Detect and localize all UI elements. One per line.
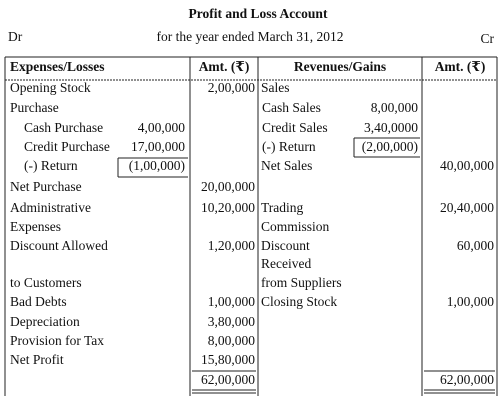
row-label: Credit Sales (262, 120, 328, 135)
row-label: Administrative (10, 200, 91, 215)
row-label: from Suppliers (261, 275, 342, 290)
column-header: Revenues/Gains (294, 59, 386, 74)
column-header: Amt. (₹) (199, 59, 250, 74)
amount: 60,000 (457, 238, 494, 253)
row-label: Net Purchase (10, 179, 82, 194)
title: Profit and Loss Account (189, 6, 328, 21)
amount: 20,00,000 (201, 179, 255, 194)
sub-amount: (1,00,000) (129, 158, 185, 173)
row-label: (-) Return (262, 139, 316, 154)
amount: 15,80,000 (201, 352, 255, 367)
total: 62,00,000 (201, 372, 255, 387)
row-label: Trading (261, 200, 304, 215)
amount: 20,40,000 (440, 200, 494, 215)
sub-amount: 17,00,000 (131, 139, 185, 154)
row-label: to Customers (10, 275, 82, 290)
row-label: Sales (261, 80, 290, 95)
row-label: Purchase (10, 100, 59, 115)
row-label: Cash Sales (262, 100, 321, 115)
row-label: Closing Stock (261, 294, 337, 309)
sub-amount: 4,00,000 (138, 120, 186, 135)
amount: 1,00,000 (447, 294, 495, 309)
sub-amount: 3,40,0000 (364, 120, 418, 135)
amount: 3,80,000 (208, 314, 256, 329)
sub-amount: 8,00,000 (371, 100, 419, 115)
cr: Cr (481, 31, 495, 46)
column-header: Amt. (₹) (435, 59, 486, 74)
row-label: Net Sales (261, 158, 312, 173)
amount: 1,00,000 (208, 294, 256, 309)
row-label: Commission (261, 219, 330, 234)
sub-amount: (2,00,000) (362, 139, 418, 154)
amount: 8,00,000 (208, 333, 256, 348)
amount: 10,20,000 (201, 200, 255, 215)
row-label: Discount (261, 238, 310, 253)
column-header: Expenses/Losses (10, 59, 105, 74)
amount: 2,00,000 (208, 80, 256, 95)
amount: 1,20,000 (208, 238, 256, 253)
total: 62,00,000 (440, 372, 494, 387)
table-lines (4, 56, 498, 396)
row-label: Cash Purchase (24, 120, 103, 135)
row-label: (-) Return (24, 158, 78, 173)
row-label: Depreciation (10, 314, 80, 329)
row-label: Provision for Tax (10, 333, 104, 348)
row-label: Opening Stock (10, 80, 91, 95)
row-label: Credit Purchase (24, 139, 110, 154)
row-label: Discount Allowed (10, 238, 108, 253)
dr: Dr (8, 29, 23, 44)
amount: 40,00,000 (440, 158, 494, 173)
row-label: Net Profit (10, 352, 64, 367)
row-label: Bad Debts (10, 294, 67, 309)
row-label: Received (261, 256, 311, 271)
row-label: Expenses (10, 219, 61, 234)
subtitle: for the year ended March 31, 2012 (156, 29, 343, 44)
